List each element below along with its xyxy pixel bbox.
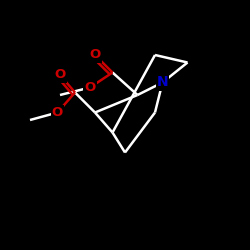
Text: O: O [52,106,63,119]
Text: O: O [90,48,101,62]
Text: O: O [84,81,96,94]
Text: O: O [54,68,66,82]
Text: N: N [157,76,168,90]
